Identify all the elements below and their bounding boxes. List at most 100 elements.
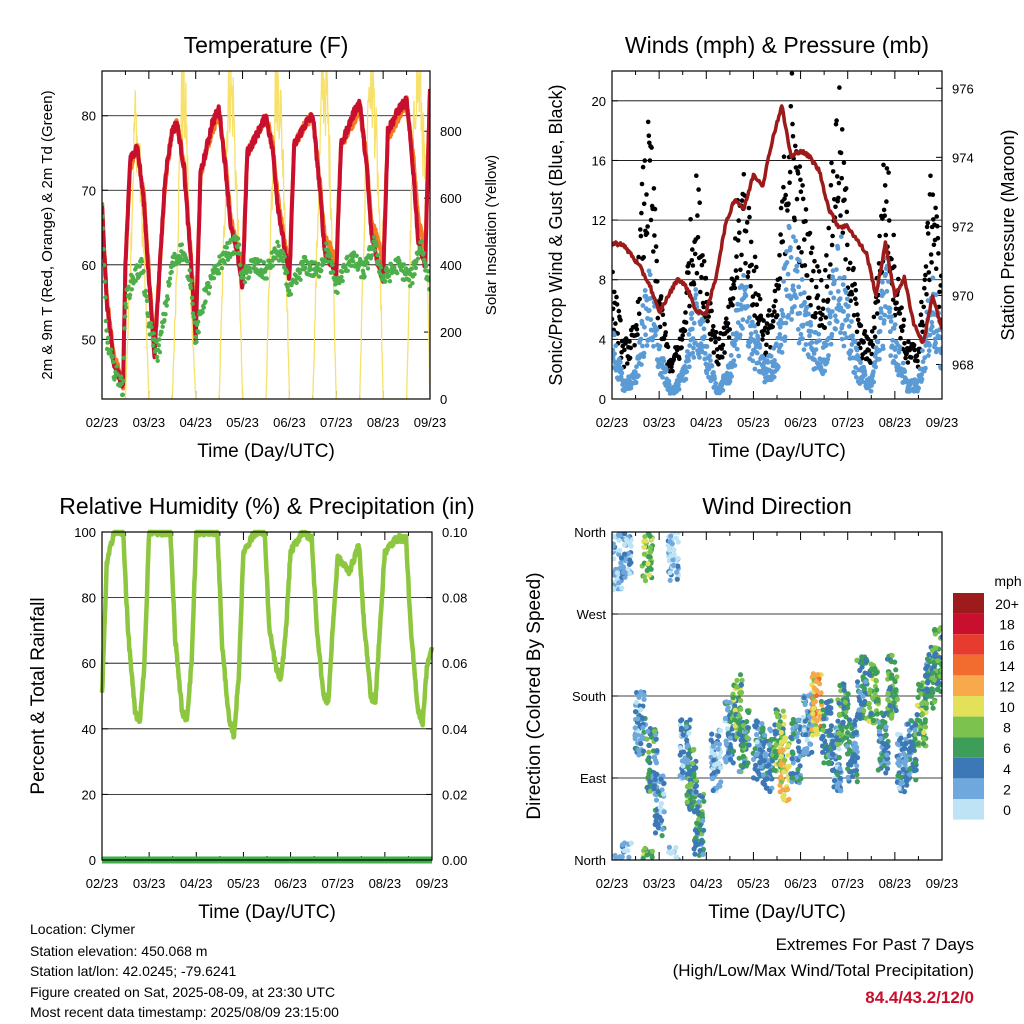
gust-point	[892, 264, 897, 269]
direction-point	[930, 690, 936, 696]
x-axis-label-3: Time (Day/UTC)	[198, 902, 336, 923]
wind-point	[731, 358, 737, 363]
dewpoint-point	[325, 259, 331, 264]
wind-point	[642, 288, 648, 293]
direction-point	[711, 770, 717, 776]
direction-point	[647, 554, 653, 560]
direction-point	[852, 743, 858, 750]
dewpoint-point	[413, 265, 418, 271]
direction-point	[646, 742, 652, 749]
dewpoint-point	[118, 374, 124, 379]
direction-point	[834, 784, 841, 790]
y-tick-label: 70	[82, 183, 96, 198]
direction-point	[789, 756, 795, 762]
gust-point	[923, 264, 929, 269]
direction-point	[641, 692, 647, 698]
wind-point	[644, 343, 650, 348]
direction-point	[854, 779, 860, 785]
direction-point	[836, 746, 842, 752]
wind-point	[711, 370, 716, 375]
wind-point	[837, 275, 843, 281]
dewpoint-point	[246, 275, 251, 280]
direction-point	[738, 697, 744, 704]
wind-point	[784, 260, 790, 265]
y2-tick-label: 970	[952, 288, 974, 303]
direction-point	[674, 569, 680, 575]
direction-point	[695, 804, 701, 810]
direction-point	[653, 772, 659, 779]
dewpoint-point	[123, 301, 128, 306]
direction-point	[921, 729, 927, 736]
y2-tick-label: 200	[440, 325, 462, 340]
direction-point	[876, 728, 883, 735]
wind-point	[803, 342, 809, 347]
direction-point	[616, 537, 622, 543]
wind-point	[872, 360, 878, 365]
x-tick-label: 05/23	[227, 876, 260, 891]
direction-point	[872, 671, 879, 677]
wind-point	[639, 362, 644, 367]
direction-point	[645, 561, 651, 567]
gust-point	[794, 196, 800, 202]
direction-point	[863, 679, 869, 685]
direction-point	[912, 759, 919, 766]
direction-point	[761, 741, 767, 747]
direction-point	[677, 752, 683, 758]
direction-point	[709, 776, 715, 782]
gust-point	[812, 314, 818, 320]
gust-point	[881, 207, 887, 213]
wind-point	[809, 340, 815, 345]
gust-point	[634, 326, 640, 332]
direction-point	[777, 789, 783, 795]
wind-point	[686, 332, 692, 337]
y-tick-label: 80	[82, 109, 96, 124]
wind-point	[689, 310, 695, 316]
y-axis-label-2: Sonic/Prop Wind & Gust (Blue, Black)	[546, 84, 566, 385]
direction-point	[892, 689, 898, 695]
wind-point	[800, 322, 806, 328]
direction-point	[846, 739, 852, 745]
gust-point	[924, 292, 929, 297]
direction-point	[714, 761, 720, 767]
direction-point	[753, 718, 760, 725]
gust-point	[793, 165, 799, 170]
direction-point	[681, 749, 687, 755]
direction-point	[889, 652, 895, 659]
dewpoint-point	[157, 337, 162, 342]
direction-point	[691, 773, 697, 780]
direction-point	[813, 727, 820, 733]
gust-point	[902, 341, 907, 346]
gust-point	[854, 301, 859, 307]
gust-point	[627, 339, 632, 344]
dewpoint-point	[164, 303, 169, 308]
gust-point	[639, 181, 645, 187]
gust-point	[697, 200, 702, 205]
dewpoint-point	[288, 292, 294, 297]
gust-point	[700, 253, 705, 258]
gust-point	[734, 275, 740, 280]
wind-point	[811, 351, 817, 356]
gust-point	[689, 258, 695, 263]
wind-point	[780, 320, 785, 326]
wind-point	[890, 337, 895, 343]
x-tick-label: 03/23	[643, 876, 676, 891]
wind-point	[765, 360, 771, 365]
wind-point	[897, 344, 903, 350]
y-tick-label: 60	[82, 258, 96, 273]
gust-point	[832, 197, 837, 202]
direction-point	[752, 766, 758, 772]
direction-point	[932, 654, 938, 660]
direction-point	[814, 688, 820, 694]
wind-point	[684, 369, 690, 375]
dewpoint-point	[237, 251, 242, 256]
direction-point	[772, 767, 778, 773]
direction-point	[821, 723, 827, 729]
direction-point	[931, 663, 937, 669]
gust-point	[663, 330, 668, 335]
wind-point	[794, 263, 800, 269]
direction-point	[697, 826, 703, 832]
gust-point	[937, 289, 942, 295]
dewpoint-point	[160, 324, 165, 329]
direction-point	[732, 723, 738, 729]
direction-point	[688, 781, 694, 787]
